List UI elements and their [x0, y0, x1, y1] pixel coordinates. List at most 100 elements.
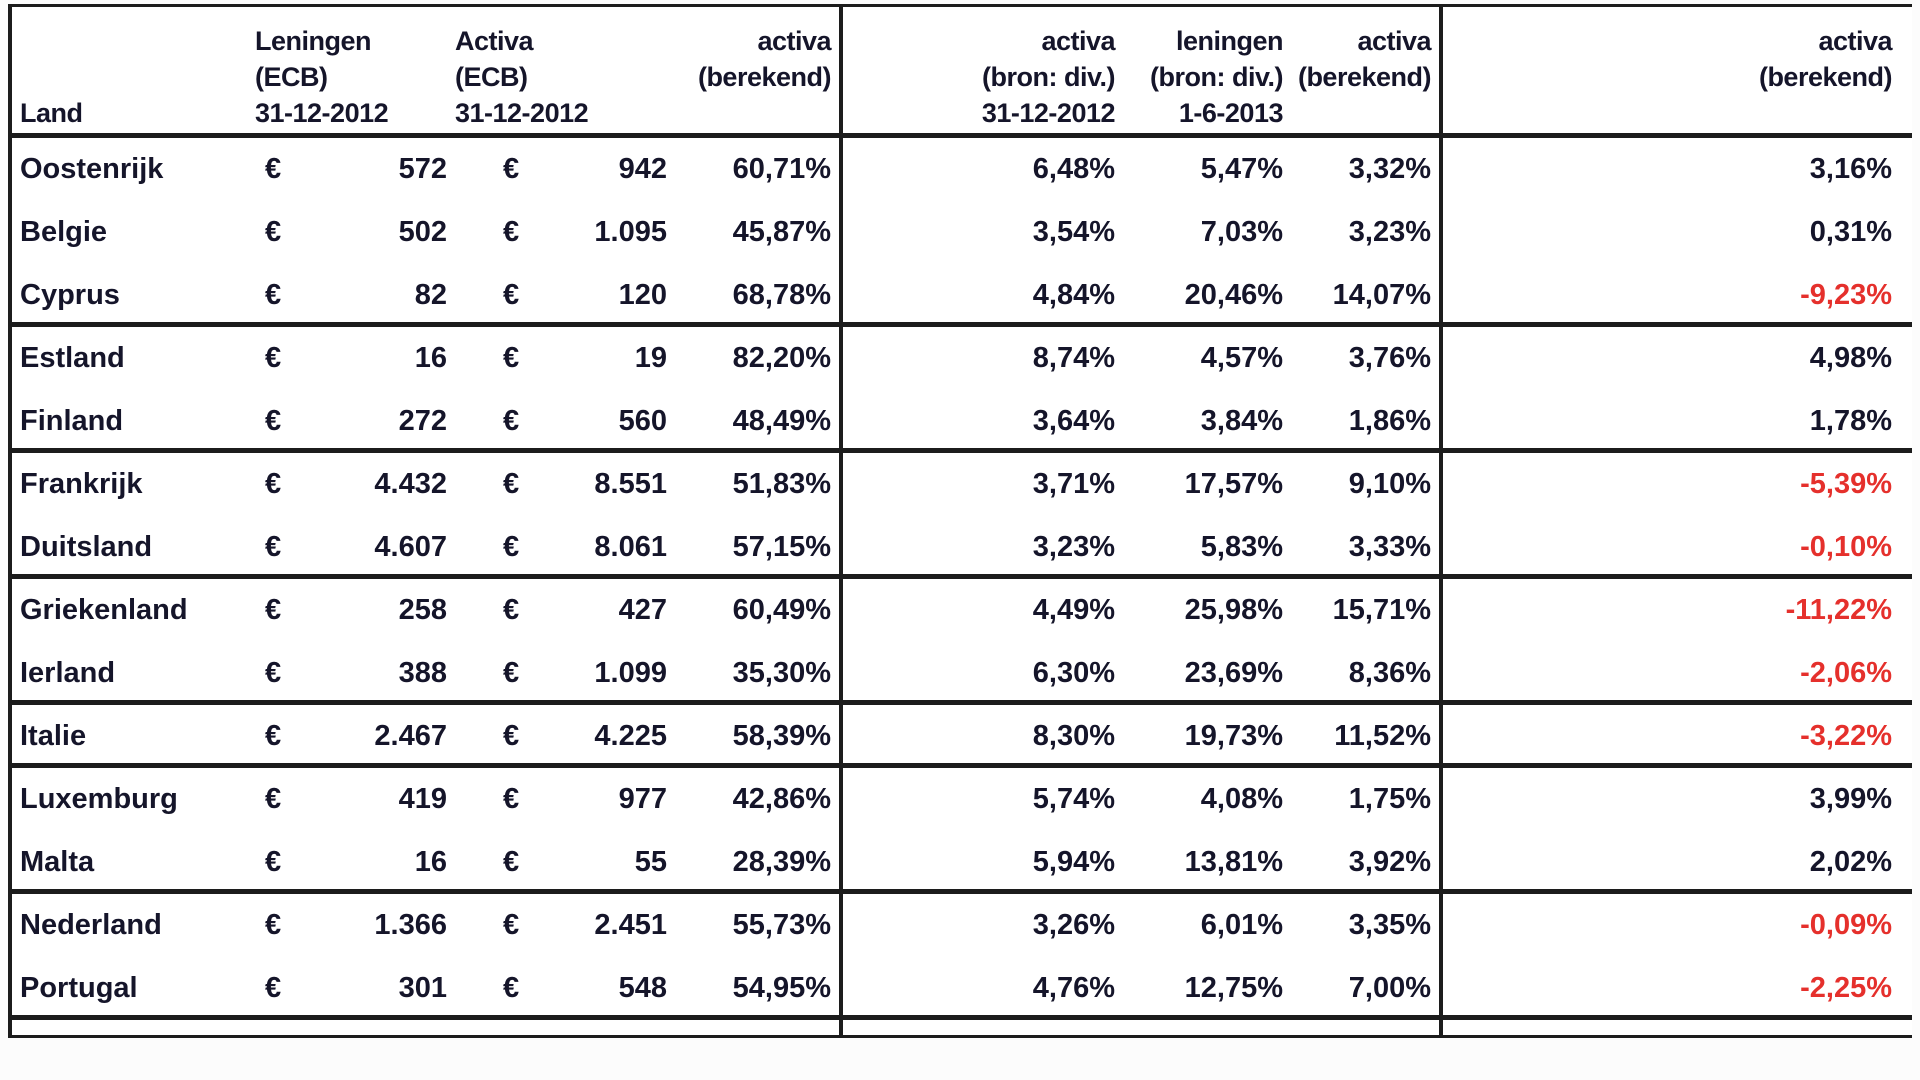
cell-activa-berekend-2: 3,76% [1293, 327, 1443, 390]
cell-activa-berekend-3: 1,78% [1809, 405, 1892, 437]
cell-activa-berekend-2: 1,86% [1293, 390, 1443, 453]
header-activa-ecb: Activa (ECB) 31-12-2012 [455, 7, 675, 133]
cell-activa-ecb: € 1.095 [455, 201, 675, 264]
cell-activa-ecb: € 548 [455, 957, 675, 1020]
cell-activa-ecb: € 2.451 [455, 894, 675, 957]
table-row: Malta € 16 € 55 28,39% 5,94% 13,81% 3,92… [12, 831, 1912, 894]
cell-leningen-ecb: € 572 [255, 138, 455, 201]
cell-leningen-ecb: € 1.366 [255, 894, 455, 957]
activa-value: 2.451 [594, 909, 667, 941]
cell-activa-berekend-2: 3,35% [1293, 894, 1443, 957]
leningen-value: 16 [414, 846, 447, 878]
cell-land: Duitsland [20, 531, 153, 563]
table-row: Griekenland € 258 € 427 60,49% 4,49% 25,… [12, 579, 1912, 642]
activa-value: 427 [618, 594, 667, 626]
leningen-value: 82 [414, 279, 447, 311]
financial-table: Land Leningen (ECB) 31-12-2012 Activa (E… [8, 4, 1912, 1038]
table-header-row: Land Leningen (ECB) 31-12-2012 Activa (E… [12, 7, 1912, 138]
cell-activa-bron-div: 3,64% [1032, 405, 1115, 437]
cell-activa-berekend-1: 35,30% [675, 642, 843, 705]
table-row: Duitsland € 4.607 € 8.061 57,15% 3,23% 5… [12, 516, 1912, 579]
cell-leningen-bron-div: 20,46% [1184, 279, 1283, 311]
table-row: Belgie € 502 € 1.095 45,87% 3,54% 7,03% … [12, 201, 1912, 264]
header-line: (bron: div.) [982, 62, 1115, 92]
euro-currency-symbol: € [265, 783, 282, 815]
table-row: Frankrijk € 4.432 € 8.551 51,83% 3,71% 1… [12, 453, 1912, 516]
cell-activa-berekend-3: 2,02% [1809, 846, 1892, 878]
cell-activa-berekend-3: -0,10% [1800, 531, 1892, 563]
cell-leningen-ecb: € 4.607 [255, 516, 455, 579]
header-line: (ECB) [255, 62, 328, 92]
cell-leningen-bron-div: 23,69% [1184, 657, 1283, 689]
cell-activa-berekend-1: 60,71% [675, 138, 843, 201]
table-partial-row [12, 1020, 1912, 1035]
euro-currency-symbol: € [503, 783, 520, 815]
cell-leningen-bron-div: 19,73% [1184, 720, 1283, 752]
leningen-value: 16 [414, 342, 447, 374]
leningen-value: 388 [398, 657, 447, 689]
euro-currency-symbol: € [503, 468, 520, 500]
euro-currency-symbol: € [265, 216, 282, 248]
cell-activa-bron-div: 5,74% [1032, 783, 1115, 815]
cell-activa-berekend-1: 42,86% [675, 768, 843, 831]
header-line: activa [1818, 26, 1892, 56]
cell-activa-berekend-2: 9,10% [1293, 453, 1443, 516]
cell-activa-berekend-3: -2,25% [1800, 972, 1892, 1004]
cell-leningen-ecb: € 4.432 [255, 453, 455, 516]
header-line: Land [20, 98, 83, 128]
leningen-value: 4.607 [374, 531, 447, 563]
leningen-value: 572 [398, 153, 447, 185]
table-row: Cyprus € 82 € 120 68,78% 4,84% 20,46% 14… [12, 264, 1912, 327]
cell-activa-berekend-3: -0,09% [1800, 909, 1892, 941]
table-row: Estland € 16 € 19 82,20% 8,74% 4,57% 3,7… [12, 327, 1912, 390]
header-line: (berekend) [697, 62, 832, 92]
cell-land: Estland [20, 342, 125, 374]
cell-activa-berekend-2: 14,07% [1293, 264, 1443, 327]
header-activa-berekend-3: activa (berekend) [1443, 7, 1912, 133]
header-line: (berekend) [1758, 62, 1893, 92]
vertical-divider [1293, 1020, 1443, 1035]
cell-leningen-bron-div: 25,98% [1184, 594, 1283, 626]
cell-activa-ecb: € 427 [455, 579, 675, 642]
cell-activa-ecb: € 560 [455, 390, 675, 453]
table-row: Ierland € 388 € 1.099 35,30% 6,30% 23,69… [12, 642, 1912, 705]
leningen-value: 301 [398, 972, 447, 1004]
euro-currency-symbol: € [265, 468, 282, 500]
cell-land: Portugal [20, 972, 138, 1004]
euro-currency-symbol: € [503, 846, 520, 878]
cell-activa-berekend-2: 15,71% [1293, 579, 1443, 642]
header-line: 31-12-2012 [981, 98, 1116, 128]
cell-activa-berekend-2: 1,75% [1293, 768, 1443, 831]
header-leningen-ecb: Leningen (ECB) 31-12-2012 [255, 7, 455, 133]
cell-leningen-bron-div: 5,83% [1200, 531, 1283, 563]
euro-currency-symbol: € [265, 720, 282, 752]
table-row: Luxemburg € 419 € 977 42,86% 5,74% 4,08%… [12, 768, 1912, 831]
cell-activa-berekend-3: -5,39% [1800, 468, 1892, 500]
cell-activa-berekend-3: -3,22% [1800, 720, 1892, 752]
header-line: leningen [1175, 26, 1284, 56]
cell-land: Oostenrijk [20, 153, 164, 185]
cell-leningen-ecb: € 502 [255, 201, 455, 264]
cell-activa-berekend-1: 48,49% [675, 390, 843, 453]
cell-activa-berekend-3: -11,22% [1785, 594, 1892, 626]
table-row: Nederland € 1.366 € 2.451 55,73% 3,26% 6… [12, 894, 1912, 957]
header-line: Activa [455, 26, 534, 56]
cell-activa-berekend-2: 3,33% [1293, 516, 1443, 579]
cell-activa-berekend-1: 45,87% [675, 201, 843, 264]
cell-activa-berekend-1: 51,83% [675, 453, 843, 516]
activa-value: 55 [634, 846, 667, 878]
euro-currency-symbol: € [503, 909, 520, 941]
cell-activa-berekend-3: -9,23% [1800, 279, 1892, 311]
header-line: (ECB) [455, 62, 528, 92]
cell-leningen-ecb: € 16 [255, 327, 455, 390]
cell-leningen-bron-div: 4,57% [1200, 342, 1283, 374]
cell-activa-bron-div: 4,76% [1032, 972, 1115, 1004]
header-line: (bron: div.) [1150, 62, 1283, 92]
activa-value: 19 [634, 342, 667, 374]
cell-activa-berekend-2: 3,32% [1293, 138, 1443, 201]
cell-leningen-bron-div: 5,47% [1200, 153, 1283, 185]
cell-activa-ecb: € 55 [455, 831, 675, 894]
cell-activa-bron-div: 8,30% [1032, 720, 1115, 752]
cell-land: Italie [20, 720, 87, 752]
table-body: Oostenrijk € 572 € 942 60,71% 6,48% 5,47… [12, 138, 1912, 1020]
